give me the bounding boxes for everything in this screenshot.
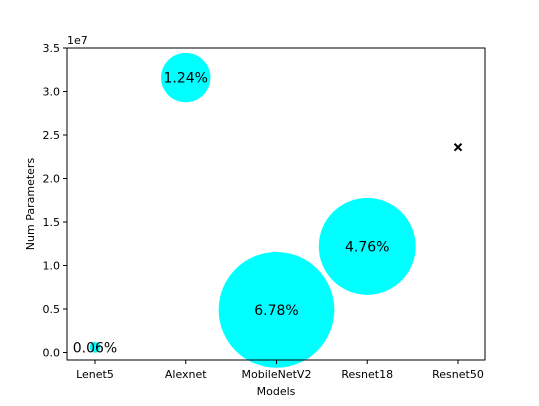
x-axis-ticks: Lenet5 Alexnet MobileNetV2 Resnet18 Resnet50 [76, 360, 484, 381]
y-axis-label: Num Parameters [24, 158, 37, 251]
bubble-label: 0.06% [73, 340, 117, 356]
bubble [218, 252, 335, 368]
bubble-layer: 0.06% 1.24% 6.78% 4.76% [73, 52, 463, 368]
y-tick-label: 1.0 [43, 260, 61, 273]
y-tick-label: 3.0 [43, 86, 61, 99]
y-tick-label: 0.0 [43, 347, 61, 360]
x-tick-label: Resnet50 [432, 368, 484, 381]
x-axis-label: Models [257, 385, 296, 398]
x-tick-label: Alexnet [165, 368, 207, 381]
bubble-label: 1.24% [164, 71, 208, 87]
y-tick-label: 1.5 [43, 216, 61, 229]
y-axis-ticks: 0.0 0.5 1.0 1.5 2.0 2.5 3.0 3.5 [43, 42, 67, 360]
x-tick-label: Lenet5 [76, 368, 114, 381]
x-marker [453, 142, 463, 152]
bubble [89, 341, 101, 353]
x-tick-label: MobileNetV2 [242, 368, 312, 381]
y-offset-label: 1e7 [67, 34, 88, 47]
y-tick-label: 2.0 [43, 173, 61, 186]
bubble [318, 197, 416, 295]
x-tick-label: Resnet18 [341, 368, 393, 381]
y-tick-label: 3.5 [43, 42, 61, 55]
bubble-label: 6.78% [254, 303, 298, 319]
bubble-label: 4.76% [345, 239, 389, 255]
y-tick-label: 2.5 [43, 129, 61, 142]
y-tick-label: 0.5 [43, 303, 61, 316]
bubble [161, 52, 211, 103]
